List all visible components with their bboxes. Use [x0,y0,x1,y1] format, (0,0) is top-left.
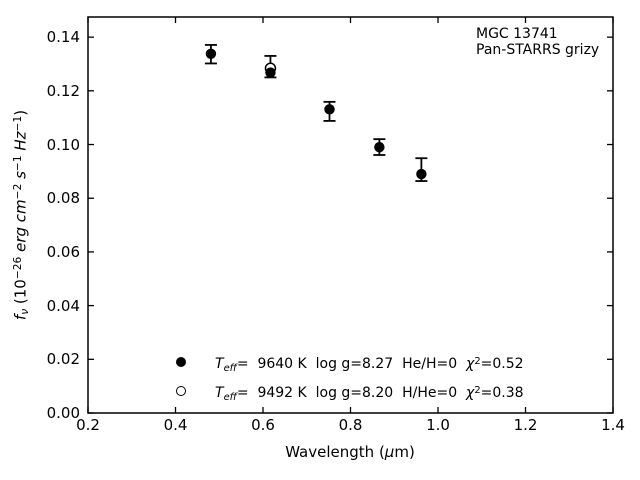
axes-frame [87,16,614,414]
data-point-filled-circle [205,48,217,59]
annotation-object-name: MGC 13741 [476,26,558,42]
data-point-filled-circle [374,142,385,153]
data-point-filled-circle [265,67,276,78]
y-axis-label: fν (10−26 erg cm−2 s−1 Hz−1) [10,109,32,321]
data-point-filled-circle [324,104,335,115]
data-point-filled-circle [416,168,427,180]
annotation-survey-name: Pan-STARRS grizy [476,42,600,58]
x-axis-label: Wavelength (μm) [285,443,415,461]
annotation-block: MGC 13741 Pan-STARRS grizy [476,26,599,58]
